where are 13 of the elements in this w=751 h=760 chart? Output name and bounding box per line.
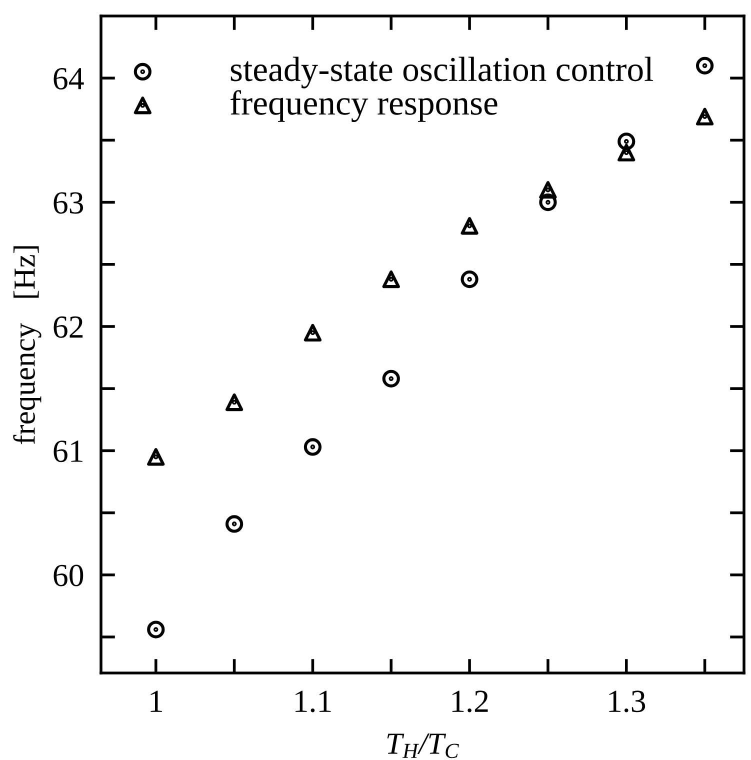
x-tick-label: 1 [150,690,162,712]
legend-label: steady-state oscillation control [230,56,654,88]
legend-label: frequency response [230,90,498,122]
y-tick-label: 62 [54,316,83,338]
y-axis-title: frequency [Hz] [13,246,42,444]
y-tick-label: 64 [54,68,84,90]
y-tick-label: 60 [54,564,84,586]
x-tick-label: 1.3 [609,690,646,712]
x-tick-label: 1.1 [296,690,331,712]
x-tick-label: 1.2 [452,690,488,712]
x-axis-title: T$_{H}$/T$_{C}$ [387,734,459,758]
y-tick-label: 63 [54,192,84,214]
y-tick-label: 61 [54,440,82,462]
